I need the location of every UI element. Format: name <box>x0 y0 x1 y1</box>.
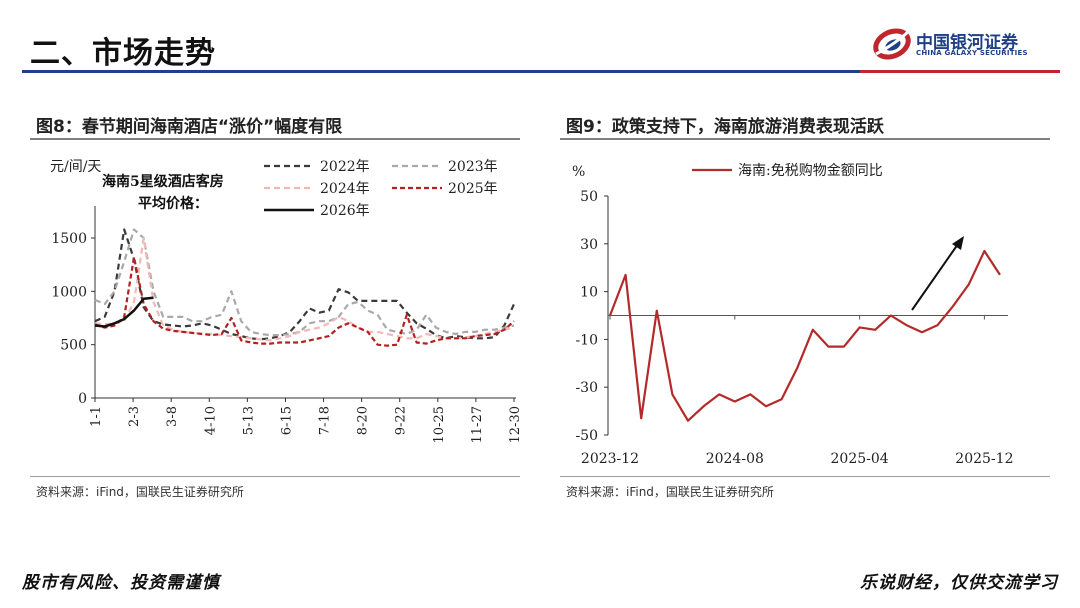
figure-8-source-rule <box>30 476 520 477</box>
footer-note: 乐说财经，仅供交流学习 <box>860 573 1058 593</box>
legend-label: 海南:免税购物金额同比 <box>738 163 883 179</box>
x-tick-label: 2-3 <box>127 406 142 427</box>
series-line-2026年 <box>94 296 154 328</box>
trend-arrow-shaft <box>911 243 959 311</box>
x-tick-label: 12-30 <box>508 406 523 443</box>
x-tick-label: 9-22 <box>394 406 409 435</box>
annotation-line: 海南5星级酒店客房 <box>102 173 224 190</box>
series-line-2022年 <box>94 228 516 341</box>
legend-label: 2025年 <box>448 181 498 197</box>
y-tick-label: 1000 <box>51 284 87 300</box>
figure-9-source: 资料来源：iFind，国联民生证券研究所 <box>566 485 774 499</box>
x-tick-label: 3-8 <box>165 406 180 427</box>
x-tick-label: 8-20 <box>356 406 371 435</box>
brand-logo: 中国银河证券 CHINA GALAXY SECURITIES <box>872 24 1052 64</box>
page-title: 二、市场走势 <box>30 36 216 71</box>
title-rule-red <box>860 70 1060 73</box>
figure-9-source-rule <box>560 476 1050 477</box>
annotation-line: 平均价格： <box>138 195 208 212</box>
y-unit-label: 元/间/天 <box>50 159 101 175</box>
x-tick-label: 5-13 <box>241 406 256 435</box>
x-tick-label: 1-1 <box>89 406 104 427</box>
y-tick-label: 30 <box>580 237 598 253</box>
legend-label: 2023年 <box>448 159 498 175</box>
figure-8-source: 资料来源：iFind，国联民生证券研究所 <box>36 485 244 499</box>
x-tick-label: 4-10 <box>203 406 218 435</box>
legend-label: 2024年 <box>320 181 370 197</box>
x-tick-label: 2025-12 <box>955 451 1013 467</box>
x-tick-label: 6-15 <box>279 406 294 435</box>
series-line-2023年 <box>94 228 515 337</box>
duty-free-chart: 50 30 10 -10 -30 -50 2023-12 2024-08 2025-04 2025… <box>572 163 1013 467</box>
y-tick-label: -50 <box>575 428 598 444</box>
series-line-海南:免税购物金额同比 <box>608 249 1001 422</box>
hotel-price-chart: 0 500 1000 1500 1-1 2-3 3-8 4-10 5-13 6-15 7-18 8-2… <box>50 159 523 443</box>
trend-arrow-head <box>952 236 964 250</box>
series-line-2025年 <box>94 256 515 347</box>
y-tick-label: 0 <box>78 391 87 407</box>
legend-label: 2022年 <box>320 159 370 175</box>
y-tick-label: 50 <box>580 189 598 205</box>
y-tick-label: -30 <box>575 380 598 396</box>
y-tick-label: 500 <box>60 338 87 354</box>
x-tick-label: 2025-04 <box>831 451 889 467</box>
title-rule-blue <box>22 70 860 73</box>
x-tick-label: 2023-12 <box>581 451 639 467</box>
x-tick-label: 2024-08 <box>706 451 764 467</box>
figure-8-title-rule <box>30 138 520 140</box>
risk-disclaimer: 股市有风险、投资需谨慎 <box>22 573 220 593</box>
y-tick-label: -10 <box>575 332 598 348</box>
galaxy-logo-icon <box>873 28 911 60</box>
x-tick-label: 7-18 <box>318 406 333 435</box>
logo-text-en: CHINA GALAXY SECURITIES <box>916 49 1028 57</box>
figure-9-title: 图9：政策支持下，海南旅游消费表现活跃 <box>566 117 884 137</box>
figure-9-title-rule <box>560 138 1050 140</box>
y-tick-label: 1500 <box>51 231 87 247</box>
x-tick-label: 11-27 <box>470 406 485 443</box>
y-tick-label: 10 <box>580 285 598 301</box>
legend-label: 2026年 <box>320 203 370 219</box>
series-line-2024年 <box>94 236 515 342</box>
logo-text-cn: 中国银河证券 <box>916 33 1018 53</box>
y-unit-label: % <box>572 164 585 180</box>
x-tick-label: 10-25 <box>432 406 447 443</box>
figure-8-title: 图8：春节期间海南酒店“涨价”幅度有限 <box>36 117 343 137</box>
